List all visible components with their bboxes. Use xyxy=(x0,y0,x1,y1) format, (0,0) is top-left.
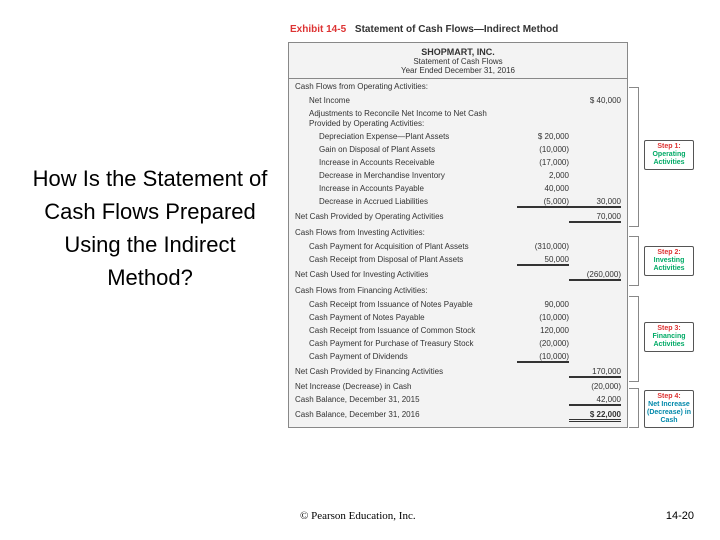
row-col1: (10,000) xyxy=(517,352,569,363)
statement-period: Year Ended December 31, 2016 xyxy=(289,66,627,75)
row-col1: (20,000) xyxy=(517,339,569,348)
bracket-step3 xyxy=(629,296,639,382)
financing-total-row: Net Cash Provided by Financing Activitie… xyxy=(289,365,627,380)
table-row: Increase in Accounts Receivable(17,000) xyxy=(289,156,627,169)
investing-total-row: Net Cash Used for Investing Activities (2… xyxy=(289,268,627,283)
row-col1: 120,000 xyxy=(517,326,569,335)
row-label: Cash Receipt from Issuance of Common Sto… xyxy=(295,326,517,335)
row-label: Net Increase (Decrease) in Cash xyxy=(295,382,517,391)
exhibit-title: Statement of Cash Flows—Indirect Method xyxy=(355,24,558,35)
row-label: Cash Balance, December 31, 2016 xyxy=(295,410,517,419)
row-col1: 90,000 xyxy=(517,300,569,309)
row-col2: $ 40,000 xyxy=(569,96,621,105)
cash-flow-statement: SHOPMART, INC. Statement of Cash Flows Y… xyxy=(288,42,628,428)
net-change-row: Net Increase (Decrease) in Cash (20,000) xyxy=(289,380,627,393)
row-col2: $ 22,000 xyxy=(569,410,621,422)
row-col2: 42,000 xyxy=(569,395,621,406)
row-label: Adjustments to Reconcile Net Income to N… xyxy=(295,109,517,128)
row-label: Net Cash Provided by Financing Activitie… xyxy=(295,367,517,376)
row-col2: (20,000) xyxy=(569,382,621,391)
step-num: Step 1: xyxy=(646,143,692,151)
row-col1: (10,000) xyxy=(517,145,569,154)
row-label: Gain on Disposal of Plant Assets xyxy=(295,145,517,154)
operating-total-row: Net Cash Provided by Operating Activitie… xyxy=(289,210,627,225)
ending-balance-row: Cash Balance, December 31, 2016 $ 22,000 xyxy=(289,408,627,427)
row-col2: 30,000 xyxy=(569,197,621,208)
row-col2: 70,000 xyxy=(569,212,621,223)
table-row: Cash Receipt from Disposal of Plant Asse… xyxy=(289,253,627,268)
step-text: Operating Activities xyxy=(646,151,692,167)
table-row: Cash Payment of Dividends(10,000) xyxy=(289,350,627,365)
row-label: Cash Payment for Acquisition of Plant As… xyxy=(295,242,517,251)
row-label: Cash Payment of Dividends xyxy=(295,352,517,361)
row-col1: 50,000 xyxy=(517,255,569,266)
page-number: 14-20 xyxy=(666,510,694,522)
operating-section-title: Cash Flows from Operating Activities: xyxy=(289,79,627,94)
row-label: Increase in Accounts Payable xyxy=(295,184,517,193)
row-label: Cash Payment of Notes Payable xyxy=(295,313,517,322)
table-row: Increase in Accounts Payable40,000 xyxy=(289,182,627,195)
adjustments-head-row: Adjustments to Reconcile Net Income to N… xyxy=(289,107,627,130)
row-label: Net Income xyxy=(295,96,517,105)
exhibit-number: Exhibit 14-5 xyxy=(290,24,346,35)
table-row: Gain on Disposal of Plant Assets(10,000) xyxy=(289,143,627,156)
row-col1: (10,000) xyxy=(517,313,569,322)
row-col1: (310,000) xyxy=(517,242,569,251)
bracket-step4 xyxy=(629,388,639,428)
financing-section-title: Cash Flows from Financing Activities: xyxy=(289,283,627,298)
row-label: Net Cash Used for Investing Activities xyxy=(295,270,517,279)
step4-box: Step 4: Net Increase (Decrease) in Cash xyxy=(644,390,694,428)
row-col2: 170,000 xyxy=(569,367,621,378)
table-row: Cash Payment for Purchase of Treasury St… xyxy=(289,337,627,350)
exhibit-label: Exhibit 14-5 Statement of Cash Flows—Ind… xyxy=(290,24,558,35)
step2-box: Step 2: Investing Activities xyxy=(644,246,694,276)
row-label: Net Cash Provided by Operating Activitie… xyxy=(295,212,517,221)
row-col1: 40,000 xyxy=(517,184,569,193)
step3-box: Step 3: Financing Activities xyxy=(644,322,694,352)
step-text: Financing Activities xyxy=(646,333,692,349)
row-col1: 2,000 xyxy=(517,171,569,180)
row-label: Cash Payment for Purchase of Treasury St… xyxy=(295,339,517,348)
statement-title: Statement of Cash Flows xyxy=(289,57,627,66)
investing-section-title: Cash Flows from Investing Activities: xyxy=(289,225,627,240)
net-income-row: Net Income $ 40,000 xyxy=(289,94,627,107)
row-label: Cash Receipt from Issuance of Notes Paya… xyxy=(295,300,517,309)
company-name: SHOPMART, INC. xyxy=(289,47,627,57)
copyright-text: © Pearson Education, Inc. xyxy=(300,510,416,522)
row-label: Decrease in Merchandise Inventory xyxy=(295,171,517,180)
row-label: Cash Balance, December 31, 2015 xyxy=(295,395,517,404)
row-col2: (260,000) xyxy=(569,270,621,281)
step-num: Step 2: xyxy=(646,249,692,257)
row-label: Depreciation Expense—Plant Assets xyxy=(295,132,517,141)
row-label: Increase in Accounts Receivable xyxy=(295,158,517,167)
table-row: Decrease in Accrued Liabilities(5,000)30… xyxy=(289,195,627,210)
bracket-step1 xyxy=(629,87,639,227)
table-row: Depreciation Expense—Plant Assets$ 20,00… xyxy=(289,130,627,143)
row-label: Decrease in Accrued Liabilities xyxy=(295,197,517,206)
step1-box: Step 1: Operating Activities xyxy=(644,140,694,170)
table-row: Cash Receipt from Issuance of Common Sto… xyxy=(289,324,627,337)
bracket-step2 xyxy=(629,236,639,286)
table-row: Cash Payment of Notes Payable(10,000) xyxy=(289,311,627,324)
table-row: Cash Payment for Acquisition of Plant As… xyxy=(289,240,627,253)
row-label: Cash Receipt from Disposal of Plant Asse… xyxy=(295,255,517,264)
table-row: Decrease in Merchandise Inventory2,000 xyxy=(289,169,627,182)
row-col1: $ 20,000 xyxy=(517,132,569,141)
step-text: Net Increase (Decrease) in Cash xyxy=(646,401,692,425)
table-row: Cash Receipt from Issuance of Notes Paya… xyxy=(289,298,627,311)
beginning-balance-row: Cash Balance, December 31, 2015 42,000 xyxy=(289,393,627,408)
row-col1: (5,000) xyxy=(517,197,569,208)
step-num: Step 4: xyxy=(646,393,692,401)
slide-heading: How Is the Statement of Cash Flows Prepa… xyxy=(20,162,280,294)
step-text: Investing Activities xyxy=(646,257,692,273)
statement-header: SHOPMART, INC. Statement of Cash Flows Y… xyxy=(289,43,627,79)
row-col1: (17,000) xyxy=(517,158,569,167)
step-num: Step 3: xyxy=(646,325,692,333)
